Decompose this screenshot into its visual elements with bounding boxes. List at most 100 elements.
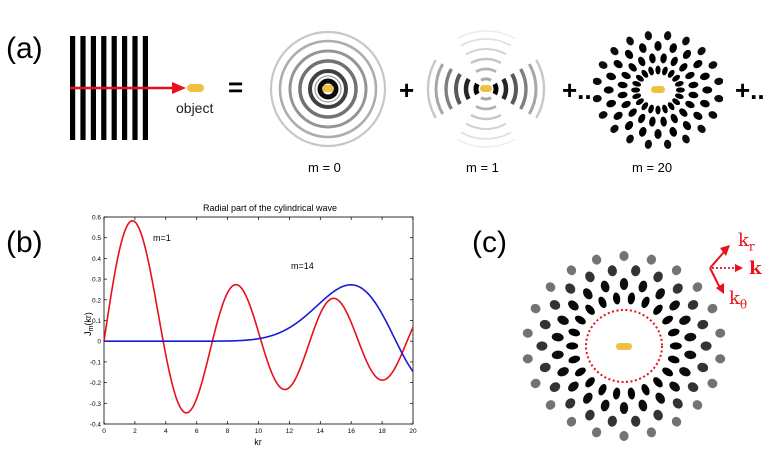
- y-tick-label: 0.6: [92, 215, 101, 222]
- lobe: [619, 402, 629, 414]
- mode-m0-pattern: [269, 30, 387, 148]
- lobe: [692, 282, 703, 292]
- lobe: [530, 378, 541, 389]
- wave-arc: [456, 138, 516, 148]
- lobe: [612, 387, 621, 400]
- y-tick-label: 0.5: [92, 235, 101, 242]
- lobe: [628, 108, 637, 117]
- lobe: [682, 36, 690, 46]
- lobe: [574, 367, 586, 377]
- series-line-m=1: [103, 219, 414, 414]
- lobe: [714, 77, 723, 86]
- y-tick-label: -0.3: [90, 401, 102, 408]
- lobe: [648, 66, 654, 76]
- wave-ring: [308, 69, 348, 109]
- lobe: [606, 72, 617, 81]
- lobe: [613, 59, 623, 69]
- lobe: [679, 315, 691, 325]
- lobe: [702, 86, 713, 94]
- lobe: [692, 400, 703, 410]
- x-tick-label: 20: [409, 428, 417, 435]
- lobe: [568, 328, 581, 337]
- panel-b-label: (b): [6, 226, 43, 259]
- lobe: [639, 126, 647, 137]
- lobe: [583, 392, 593, 404]
- lobe: [662, 104, 668, 114]
- lobe: [557, 315, 569, 325]
- plus-sign-3: +..: [735, 75, 765, 105]
- chart-title: Radial part of the cylindrical wave: [203, 203, 337, 213]
- curve-label-m1: m=1: [153, 233, 171, 243]
- lobe: [635, 74, 644, 82]
- lobe: [714, 94, 723, 103]
- panel-c-label: (c): [472, 226, 507, 259]
- y-tick-label: -0.2: [90, 380, 102, 387]
- lobe: [574, 315, 586, 325]
- lobe: [626, 134, 634, 144]
- lobe: [632, 93, 642, 100]
- lobe: [675, 87, 685, 93]
- inner-boundary-circle: [585, 309, 663, 383]
- lobe: [644, 31, 652, 41]
- lobe: [598, 384, 607, 396]
- x-tick-label: 4: [164, 428, 168, 435]
- lobe: [621, 100, 631, 109]
- wave-arc: [463, 77, 471, 101]
- lobe: [670, 56, 678, 67]
- lobe: [682, 121, 692, 131]
- lobe: [607, 265, 617, 277]
- lobe: [617, 91, 628, 99]
- plus-sign-1: +: [399, 75, 415, 105]
- lobe: [557, 367, 569, 377]
- x-tick-label: 12: [286, 428, 294, 435]
- x-tick-label: 8: [226, 428, 230, 435]
- lobe: [688, 91, 699, 99]
- lobe: [707, 303, 718, 314]
- lobe: [585, 271, 595, 283]
- lobe: [649, 53, 656, 64]
- lobe: [619, 251, 629, 261]
- wave-arc: [475, 67, 497, 73]
- lobe: [539, 362, 551, 373]
- lobe: [669, 381, 680, 392]
- wave-arc: [460, 38, 512, 47]
- lobe: [697, 46, 706, 56]
- mode-label-m1: m = 1: [466, 160, 499, 175]
- lobe: [644, 139, 652, 149]
- wave-arc: [456, 30, 516, 40]
- lobe: [672, 98, 681, 106]
- lobe: [697, 124, 706, 134]
- lobe: [708, 61, 718, 69]
- wave-arc: [470, 57, 502, 65]
- lobe: [662, 315, 674, 325]
- lobe: [627, 292, 636, 305]
- lobe: [660, 53, 667, 64]
- wave-arc: [426, 59, 437, 119]
- lobe: [600, 280, 610, 293]
- x-tick-label: 6: [195, 428, 199, 435]
- lobe: [655, 105, 661, 115]
- lobe: [654, 129, 662, 139]
- lobe: [669, 300, 680, 311]
- lobe: [617, 81, 628, 89]
- x-tick-label: 0: [102, 428, 106, 435]
- lobe: [715, 354, 726, 364]
- wave-arc: [480, 96, 492, 101]
- y-tick-label: -0.4: [90, 422, 102, 429]
- y-tick-label: 0: [97, 339, 101, 346]
- lobe: [591, 254, 602, 265]
- y-tick-label: -0.1: [90, 359, 102, 366]
- x-tick-label: 18: [378, 428, 386, 435]
- wave-arc: [535, 59, 546, 119]
- lobe: [549, 382, 561, 392]
- lobe: [655, 65, 661, 75]
- lobe: [684, 332, 697, 342]
- lobe: [536, 341, 548, 351]
- wave-arc: [470, 113, 502, 121]
- lobe: [638, 113, 646, 124]
- lobe: [568, 300, 579, 311]
- lobe: [687, 382, 699, 392]
- lobe: [551, 350, 564, 360]
- x-axis: 0 2 4 6 8 10 12 14 16 18 20: [102, 217, 417, 435]
- wave-arc: [465, 47, 507, 56]
